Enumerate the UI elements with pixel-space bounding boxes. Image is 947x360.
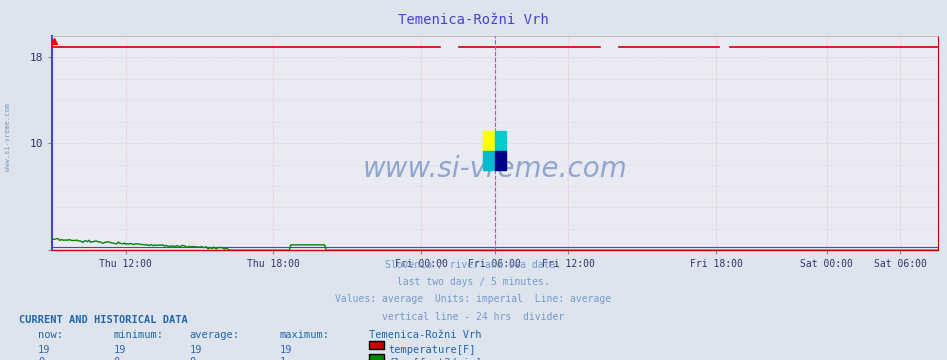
Text: vertical line - 24 hrs  divider: vertical line - 24 hrs divider [383, 312, 564, 322]
Text: CURRENT AND HISTORICAL DATA: CURRENT AND HISTORICAL DATA [19, 315, 188, 325]
Text: last two days / 5 minutes.: last two days / 5 minutes. [397, 277, 550, 287]
Text: 1: 1 [279, 357, 286, 360]
Text: temperature[F]: temperature[F] [388, 345, 475, 355]
Bar [483, 131, 495, 150]
Text: maximum:: maximum: [279, 330, 330, 340]
Text: minimum:: minimum: [114, 330, 164, 340]
Text: average:: average: [189, 330, 240, 340]
Bar [495, 150, 507, 170]
Text: 19: 19 [189, 345, 202, 355]
Text: 19: 19 [114, 345, 126, 355]
Bar [495, 131, 507, 150]
Text: www.si-vreme.com: www.si-vreme.com [363, 155, 627, 183]
Text: now:: now: [38, 330, 63, 340]
Text: 0: 0 [189, 357, 196, 360]
Bar [483, 150, 495, 170]
Text: Temenica-Rožni Vrh: Temenica-Rožni Vrh [398, 13, 549, 27]
Text: flow[foot3/min]: flow[foot3/min] [388, 357, 482, 360]
Text: www.si-vreme.com: www.si-vreme.com [5, 103, 10, 171]
Text: Slovenia / river and sea data.: Slovenia / river and sea data. [385, 260, 562, 270]
Text: Values: average  Units: imperial  Line: average: Values: average Units: imperial Line: av… [335, 294, 612, 305]
Text: 0: 0 [38, 357, 45, 360]
Text: Temenica-Rožni Vrh: Temenica-Rožni Vrh [369, 330, 482, 340]
Text: 19: 19 [279, 345, 292, 355]
Text: 19: 19 [38, 345, 50, 355]
Text: 0: 0 [114, 357, 120, 360]
